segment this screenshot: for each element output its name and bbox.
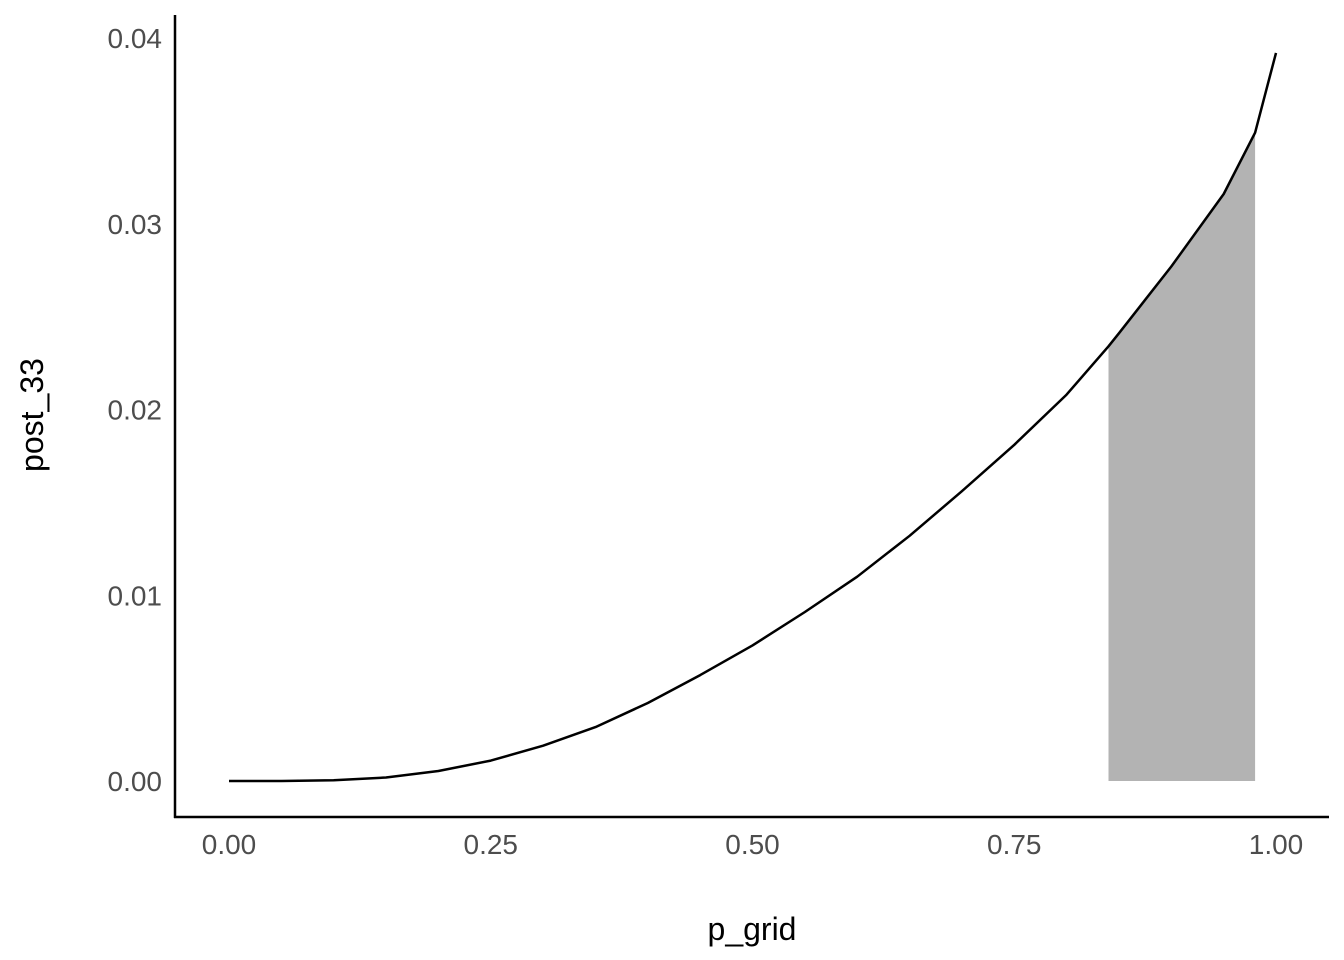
series-line bbox=[229, 52, 1278, 783]
y-tick-label: 0.04 bbox=[108, 23, 163, 54]
x-tick-label: 0.00 bbox=[202, 829, 257, 860]
x-tick-label: 0.25 bbox=[464, 829, 519, 860]
y-tick-label: 0.02 bbox=[108, 395, 163, 426]
y-axis-title: post_33 bbox=[14, 358, 50, 472]
x-axis-title: p_grid bbox=[708, 911, 797, 947]
series-line-layer bbox=[229, 52, 1278, 783]
x-tick-label: 1.00 bbox=[1249, 829, 1304, 860]
x-axis-ticks: 0.00 0.25 0.50 0.75 1.00 bbox=[202, 829, 1304, 860]
shaded-interval bbox=[1108, 132, 1256, 781]
x-tick-label: 0.75 bbox=[987, 829, 1042, 860]
shaded-interval-layer bbox=[1108, 132, 1256, 781]
y-tick-label: 0.01 bbox=[108, 580, 163, 611]
y-tick-label: 0.03 bbox=[108, 209, 163, 240]
y-tick-label: 0.00 bbox=[108, 766, 163, 797]
x-tick-label: 0.50 bbox=[725, 829, 780, 860]
y-axis-ticks: 0.00 0.01 0.02 0.03 0.04 bbox=[108, 23, 163, 797]
